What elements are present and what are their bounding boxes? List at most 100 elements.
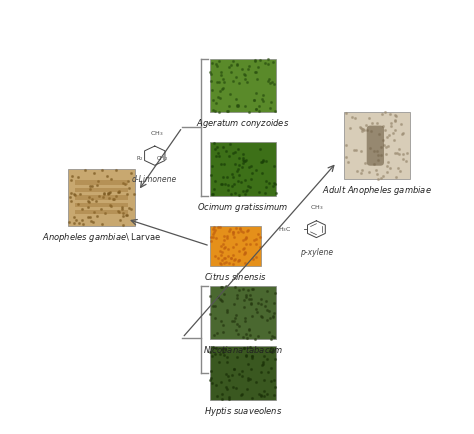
Point xyxy=(243,334,250,341)
Point xyxy=(231,284,238,291)
Point xyxy=(219,144,227,151)
Point xyxy=(383,133,391,140)
Point xyxy=(100,191,108,197)
Point xyxy=(250,255,257,262)
Point xyxy=(259,91,266,98)
FancyBboxPatch shape xyxy=(367,125,384,166)
Point xyxy=(226,225,234,232)
Point xyxy=(244,386,251,393)
Point xyxy=(242,76,249,82)
Point xyxy=(228,317,236,324)
FancyBboxPatch shape xyxy=(75,195,128,200)
Point xyxy=(235,331,242,338)
Point xyxy=(373,147,381,154)
Point xyxy=(396,168,404,174)
Point xyxy=(245,227,252,233)
Point xyxy=(240,237,247,244)
Point xyxy=(399,150,407,157)
Text: $\it{Hyptis\ suaveolens}$: $\it{Hyptis\ suaveolens}$ xyxy=(204,404,282,418)
Point xyxy=(125,204,133,211)
Point xyxy=(372,167,380,174)
Point xyxy=(392,112,400,119)
Point xyxy=(217,378,225,385)
Point xyxy=(230,365,237,372)
Point xyxy=(232,224,240,231)
Point xyxy=(252,105,260,112)
Point xyxy=(358,167,365,174)
Point xyxy=(239,334,247,341)
Point xyxy=(213,393,221,400)
Point xyxy=(243,240,250,247)
Point xyxy=(240,157,247,164)
Point xyxy=(252,378,260,385)
Point xyxy=(116,217,123,224)
Point xyxy=(221,245,228,252)
Point xyxy=(208,191,215,198)
Point xyxy=(265,307,273,314)
Point xyxy=(384,143,392,150)
Point xyxy=(262,297,270,304)
Point xyxy=(255,300,262,307)
Point xyxy=(254,231,262,238)
Point xyxy=(228,372,235,379)
Point xyxy=(234,166,241,173)
Point xyxy=(108,202,115,209)
Point xyxy=(221,243,228,250)
Point xyxy=(247,301,255,308)
Point xyxy=(245,62,253,69)
Point xyxy=(211,145,219,152)
Point xyxy=(217,351,224,358)
Point xyxy=(235,248,242,255)
Point xyxy=(235,161,243,168)
Point xyxy=(385,132,392,138)
Point xyxy=(213,79,220,86)
Point xyxy=(219,328,227,335)
Point xyxy=(76,191,83,197)
Point xyxy=(217,296,224,302)
Point xyxy=(240,345,248,352)
Point xyxy=(229,260,237,267)
Point xyxy=(227,254,235,261)
Point xyxy=(221,255,228,262)
Point xyxy=(85,198,92,205)
Point xyxy=(244,286,252,293)
Point xyxy=(233,241,240,248)
Text: $\it{Nicotiana\ tabacum}$: $\it{Nicotiana\ tabacum}$ xyxy=(202,345,283,355)
Point xyxy=(245,377,252,384)
Point xyxy=(365,115,373,122)
Point xyxy=(223,235,230,242)
Point xyxy=(256,233,264,240)
Point xyxy=(225,246,232,253)
Point xyxy=(257,369,264,376)
Point xyxy=(229,174,237,181)
Point xyxy=(371,160,378,167)
Point xyxy=(246,299,254,306)
Point xyxy=(382,143,390,150)
Point xyxy=(232,95,240,102)
Point xyxy=(255,189,263,196)
Point xyxy=(271,180,279,187)
Point xyxy=(220,233,228,240)
Point xyxy=(221,255,228,262)
Point xyxy=(270,391,277,398)
Point xyxy=(387,123,394,130)
Point xyxy=(119,221,127,228)
Point xyxy=(211,350,219,357)
Point xyxy=(207,71,215,78)
Point xyxy=(391,149,399,156)
Point xyxy=(248,286,256,293)
Point xyxy=(255,102,263,109)
Point xyxy=(229,229,237,236)
Point xyxy=(248,395,256,401)
Point xyxy=(232,148,239,155)
Point xyxy=(264,390,271,397)
Point xyxy=(242,249,249,256)
Point xyxy=(88,182,96,189)
Point xyxy=(242,292,249,299)
Point xyxy=(208,353,216,360)
Point xyxy=(87,183,94,190)
Point xyxy=(234,102,241,109)
Point xyxy=(233,294,240,301)
Point xyxy=(235,322,243,329)
Point xyxy=(88,196,95,203)
